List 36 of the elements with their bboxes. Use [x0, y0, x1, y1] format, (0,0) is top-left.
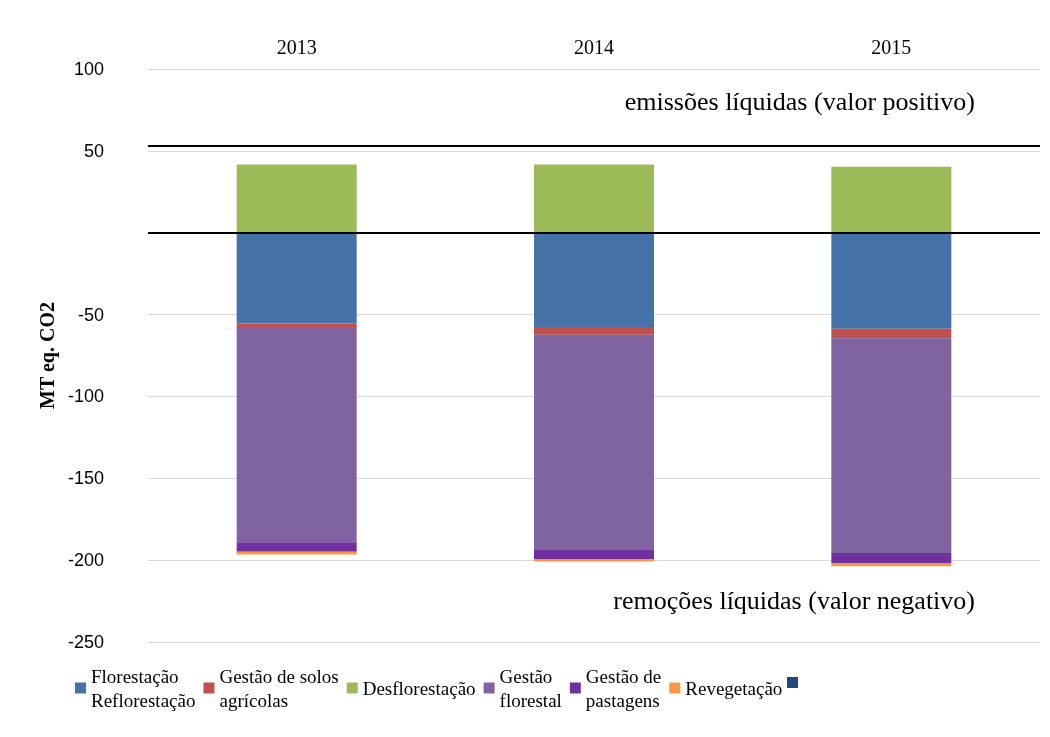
bar	[831, 232, 952, 329]
bar	[534, 164, 654, 233]
legend-label: Florestação Reflorestação	[91, 665, 196, 711]
y-tick-label: -250	[67, 632, 104, 652]
annotation: remoções líquidas (valor negativo)	[613, 585, 975, 615]
y-tick-label: -200	[67, 550, 104, 571]
x-tick-label: 2013	[276, 36, 317, 58]
bar	[534, 334, 654, 550]
bar	[831, 166, 952, 233]
annotation: emissões líquidas (valor positivo)	[624, 86, 976, 116]
bar	[534, 327, 654, 335]
legend-label: Revegetação	[685, 677, 783, 699]
y-tick-label: -150	[67, 468, 104, 489]
bar	[236, 551, 357, 555]
y-axis-title: MT eq. CO2	[36, 302, 60, 409]
bar	[831, 553, 952, 564]
bar	[534, 549, 654, 559]
legend-label: Gestão florestal	[499, 665, 562, 711]
y-tick-label: -100	[67, 386, 104, 407]
bar	[236, 232, 357, 324]
bar	[534, 559, 654, 562]
legend-label: Gestão de solos agrícolas	[219, 665, 339, 711]
bar	[236, 327, 357, 543]
y-tick-label: 50	[83, 140, 104, 161]
y-tick-label: 100	[73, 59, 104, 79]
x-tick-label: 2014	[574, 36, 614, 58]
y-tick-label: -50	[77, 304, 104, 325]
bar	[534, 232, 654, 328]
legend-label: Gestão de pastagens	[585, 665, 662, 711]
bar	[236, 164, 357, 233]
legend-label: Desflorestação	[362, 677, 476, 699]
bar	[236, 542, 357, 552]
x-tick-label: 2015	[871, 36, 912, 58]
bar	[831, 338, 952, 554]
bar	[236, 323, 357, 328]
bar	[831, 328, 952, 339]
